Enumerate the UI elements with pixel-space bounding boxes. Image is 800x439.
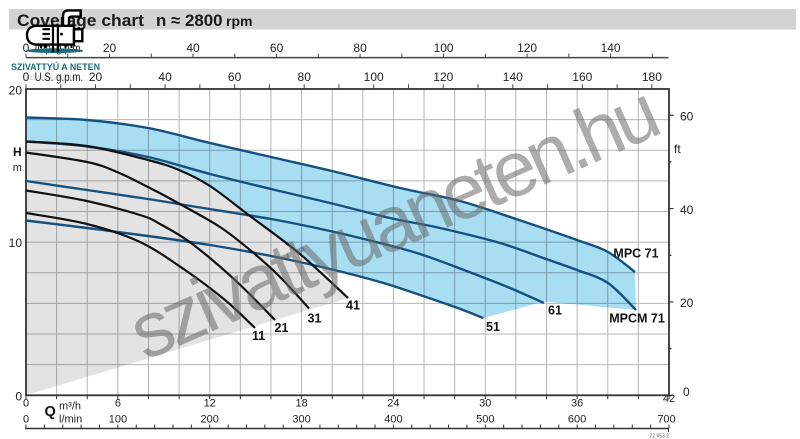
svg-text:Q: Q	[45, 404, 56, 420]
svg-text:40: 40	[158, 70, 172, 84]
svg-text:140: 140	[503, 70, 523, 84]
svg-text:120: 120	[433, 70, 453, 84]
svg-text:0: 0	[15, 389, 22, 403]
svg-text:10: 10	[9, 236, 23, 250]
svg-text:36: 36	[571, 398, 583, 410]
svg-text:m³/h: m³/h	[59, 401, 81, 413]
svg-text:m: m	[13, 162, 22, 174]
svg-text:30: 30	[479, 398, 491, 410]
svg-text:SZIVATTYÚ A NETEN: SZIVATTYÚ A NETEN	[11, 61, 100, 73]
svg-text:11: 11	[252, 329, 265, 343]
svg-text:n ≈ 2800: n ≈ 2800	[156, 11, 223, 30]
svg-text:700: 700	[657, 414, 675, 426]
svg-text:180: 180	[642, 70, 662, 84]
svg-text:ft: ft	[674, 142, 681, 156]
svg-text:60: 60	[680, 109, 694, 123]
svg-text:0: 0	[23, 414, 29, 426]
svg-text:18: 18	[295, 398, 307, 410]
svg-text:200: 200	[201, 414, 219, 426]
svg-text:51: 51	[486, 320, 500, 334]
svg-text:0: 0	[23, 70, 30, 84]
svg-text:41: 41	[346, 299, 360, 313]
svg-text:MPC 71: MPC 71	[613, 247, 658, 261]
svg-text:80: 80	[298, 70, 312, 84]
svg-text:42: 42	[663, 393, 675, 405]
svg-text:20: 20	[9, 83, 23, 97]
svg-text:61: 61	[548, 304, 562, 318]
svg-text:40: 40	[186, 41, 200, 55]
svg-text:l/min: l/min	[59, 414, 82, 426]
svg-text:24: 24	[387, 398, 399, 410]
svg-text:6: 6	[115, 398, 121, 410]
svg-text:21: 21	[275, 321, 289, 335]
svg-text:100: 100	[364, 70, 384, 84]
svg-text:0: 0	[683, 385, 690, 399]
svg-text:H: H	[13, 145, 22, 159]
svg-text:500: 500	[476, 414, 494, 426]
svg-text:20: 20	[103, 41, 117, 55]
svg-text:600: 600	[568, 414, 586, 426]
svg-text:160: 160	[572, 70, 592, 84]
svg-text:300: 300	[292, 414, 310, 426]
svg-text:100: 100	[109, 414, 127, 426]
svg-text:120: 120	[517, 41, 537, 55]
svg-text:0: 0	[23, 41, 30, 55]
svg-text:40: 40	[680, 203, 694, 217]
svg-text:20: 20	[89, 70, 103, 84]
svg-text:140: 140	[601, 41, 621, 55]
svg-text:100: 100	[434, 41, 454, 55]
svg-text:0: 0	[23, 398, 29, 410]
svg-text:12: 12	[204, 398, 216, 410]
svg-text:72.653.2: 72.653.2	[650, 434, 670, 439]
svg-text:400: 400	[384, 414, 402, 426]
svg-text:31: 31	[308, 312, 322, 326]
svg-text:MPCM 71: MPCM 71	[609, 312, 665, 326]
svg-text:60: 60	[270, 41, 284, 55]
svg-text:U.S. g.p.m.: U.S. g.p.m.	[35, 72, 84, 84]
svg-text:60: 60	[228, 70, 242, 84]
svg-text:80: 80	[353, 41, 367, 55]
svg-text:20: 20	[680, 296, 694, 310]
svg-text:rpm: rpm	[226, 13, 253, 29]
svg-text:szivattyuaneten: szivattyuaneten	[25, 73, 81, 82]
